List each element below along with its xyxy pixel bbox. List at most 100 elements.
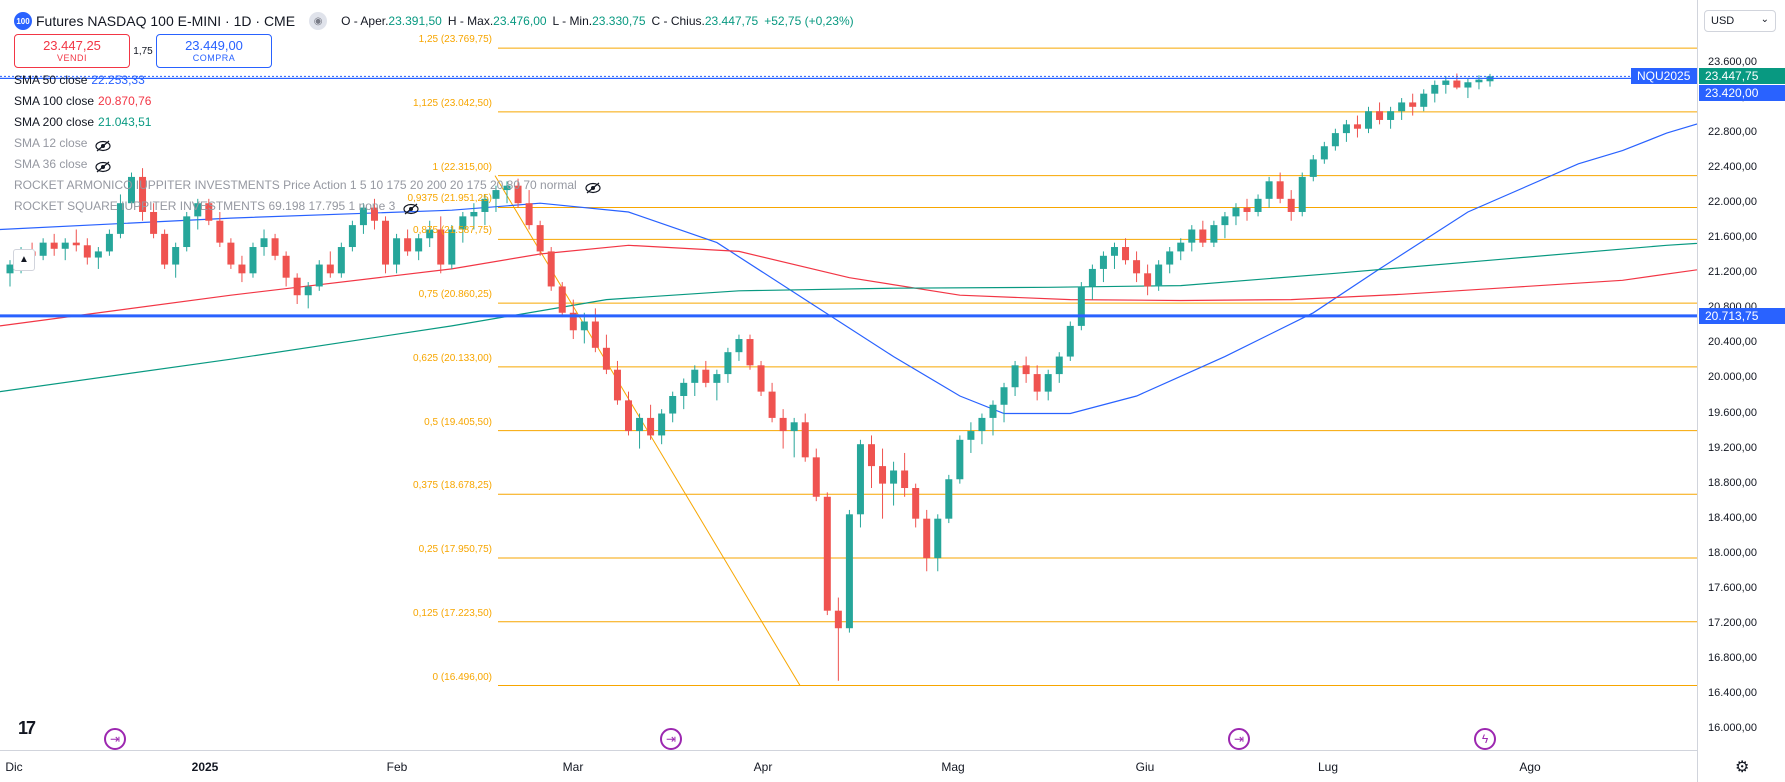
hidden-eye-icon[interactable] <box>585 180 601 193</box>
fib-level-label: 0 (16.496,00) <box>432 671 493 683</box>
time-tick-label: Feb <box>386 760 408 774</box>
hidden-eye-icon[interactable] <box>95 159 111 172</box>
ohlc-change: +52,75 (+0,23%) <box>764 14 853 28</box>
price-tick-label: 16.800,00 <box>1708 651 1757 664</box>
candle-body <box>779 417 787 432</box>
candle-body <box>658 413 666 436</box>
candle-body <box>1022 365 1030 375</box>
candle-body <box>359 207 367 226</box>
buy-price: 23.449,00 <box>185 38 243 53</box>
candle-body <box>1353 124 1361 129</box>
indicator-list: SMA 50 close 22.253,33 SMA 100 close 20.870… <box>14 70 860 217</box>
event-marker-icon[interactable]: ⇥ <box>660 728 682 750</box>
candle-body <box>1431 84 1439 94</box>
event-marker-icon[interactable]: ⇥ <box>104 728 126 750</box>
sell-price: 23.447,25 <box>43 38 101 53</box>
indicator-name: SMA 12 close <box>14 136 88 150</box>
candle-body <box>613 369 621 401</box>
candle-body <box>923 518 931 559</box>
price-tick-label: 22.800,00 <box>1708 126 1757 139</box>
candle-body <box>735 339 743 353</box>
chart-legend: 100 Futures NASDAQ 100 E-MINI · 1D · CME… <box>14 12 860 217</box>
lightning-marker-icon[interactable]: ϟ <box>1474 728 1496 750</box>
ohlc-open-label: O - Aper. <box>341 14 389 28</box>
horizontal-lines[interactable] <box>0 75 1697 318</box>
candle-body <box>404 238 412 252</box>
fib-level-label: 1,125 (23.042,50) <box>413 97 492 109</box>
last-price-text: 23.447,75 <box>1705 69 1759 84</box>
hidden-eye-icon[interactable] <box>95 138 111 151</box>
indicator-row[interactable]: SMA 200 close 21.043,51 <box>14 112 860 133</box>
time-tick-label: Mag <box>941 760 965 774</box>
price-tick-label: 18.800,00 <box>1708 476 1757 489</box>
time-axis[interactable]: Dic 2025 Feb Mar Apr Mag Giu Lug Ago <box>0 750 1697 782</box>
candle-body <box>1122 247 1130 261</box>
settings-gear-icon[interactable]: ⚙ <box>1735 759 1750 776</box>
candle-body <box>834 610 842 629</box>
candle-body <box>978 417 986 432</box>
ohlc-open-value: 23.391,50 <box>388 14 442 28</box>
candle-body <box>1044 374 1052 392</box>
chevron-down-icon: ⌄ <box>1760 14 1769 25</box>
candle-body <box>139 176 147 212</box>
price-axis[interactable]: USD⌄ 23.600,0023.200,0022.800,0022.400,0… <box>1631 0 1785 782</box>
time-tick-label: Ago <box>1519 760 1541 774</box>
indicator-name: SMA 200 close <box>14 115 95 129</box>
symbol-tag-text: NQU2025 <box>1637 69 1691 84</box>
indicator-row[interactable]: ROCKET SQUARE IUPPITER INVESTMENTS 69.19… <box>14 196 860 217</box>
indicator-row[interactable]: ROCKET ARMONICO IUPPITER INVESTMENTS Pri… <box>14 175 860 196</box>
tradingview-logo-icon[interactable]: 17 <box>18 718 36 738</box>
sell-label: VENDI <box>56 53 87 63</box>
candle-body <box>415 238 423 252</box>
visibility-toggle-icon[interactable]: ◉ <box>309 12 328 30</box>
indicator-row[interactable]: SMA 12 close <box>14 133 860 154</box>
candle-body <box>1331 133 1339 147</box>
candle-body <box>348 225 356 248</box>
hidden-eye-icon[interactable] <box>403 201 419 214</box>
price-chart[interactable] <box>0 0 1697 750</box>
fib-level-label: 0,5 (19.405,50) <box>424 416 492 428</box>
candle-body <box>790 422 798 432</box>
candle-body <box>691 369 699 383</box>
time-tick-label: Apr <box>753 760 773 774</box>
candle-body <box>1088 268 1096 287</box>
ohlc-low-value: 23.330,75 <box>592 14 646 28</box>
price-tick-label: 18.000,00 <box>1708 546 1757 559</box>
indicator-row[interactable]: SMA 36 close <box>14 154 860 175</box>
trade-panel: 23.447,25 VENDI 1,75 23.449,00 COMPRA <box>14 34 860 68</box>
sell-button[interactable]: 23.447,25 VENDI <box>14 34 130 68</box>
fib-level-label: 0,75 (20.860,25) <box>418 289 492 301</box>
symbol-title[interactable]: Futures NASDAQ 100 E-MINI · 1D · CME <box>36 13 296 29</box>
candle-body <box>293 277 301 296</box>
candle-body <box>647 417 655 436</box>
candle-body <box>481 198 489 212</box>
candle-body <box>768 391 776 418</box>
indicator-name: SMA 50 close <box>14 73 88 87</box>
ohlc-change-value: +52,75 (+0,23%) <box>764 14 854 28</box>
price-tick-label: 20.400,00 <box>1708 336 1757 349</box>
candle-body <box>1210 225 1218 243</box>
candle-body <box>1077 286 1085 326</box>
candle-body <box>1265 181 1273 199</box>
fib-level-label: 0,9375 (21.951,25) <box>407 193 492 205</box>
price-tick-label: 21.600,00 <box>1708 231 1757 244</box>
indicator-row[interactable]: SMA 50 close 22.253,33 <box>14 70 860 91</box>
candle-body <box>1409 102 1417 107</box>
buy-button[interactable]: 23.449,00 COMPRA <box>156 34 272 68</box>
candle-body <box>525 203 533 226</box>
currency-select[interactable]: USD ⌄ <box>1704 10 1776 32</box>
candle-body <box>514 185 522 204</box>
candle-body <box>1442 80 1450 85</box>
time-tick-label: Giu <box>1135 760 1155 774</box>
collapse-legend-icon[interactable]: ▲ <box>13 249 35 271</box>
candle-body <box>934 518 942 559</box>
chart-area[interactable]: 1,25 (23.769,75) 1,125 (23.042,50) 1 (22.3… <box>0 0 1697 750</box>
ohlc-close: C - Chius.23.447,75 <box>652 14 759 28</box>
indicator-name: SMA 36 close <box>14 157 88 171</box>
support-price-tag: 20.713,75 <box>1699 307 1785 324</box>
price-tick-label: 21.200,00 <box>1708 266 1757 279</box>
candle-body <box>1110 247 1118 256</box>
indicator-row[interactable]: SMA 100 close 20.870,76 <box>14 91 860 112</box>
candle-body <box>470 211 478 217</box>
event-marker-icon[interactable]: ⇥ <box>1228 728 1250 750</box>
